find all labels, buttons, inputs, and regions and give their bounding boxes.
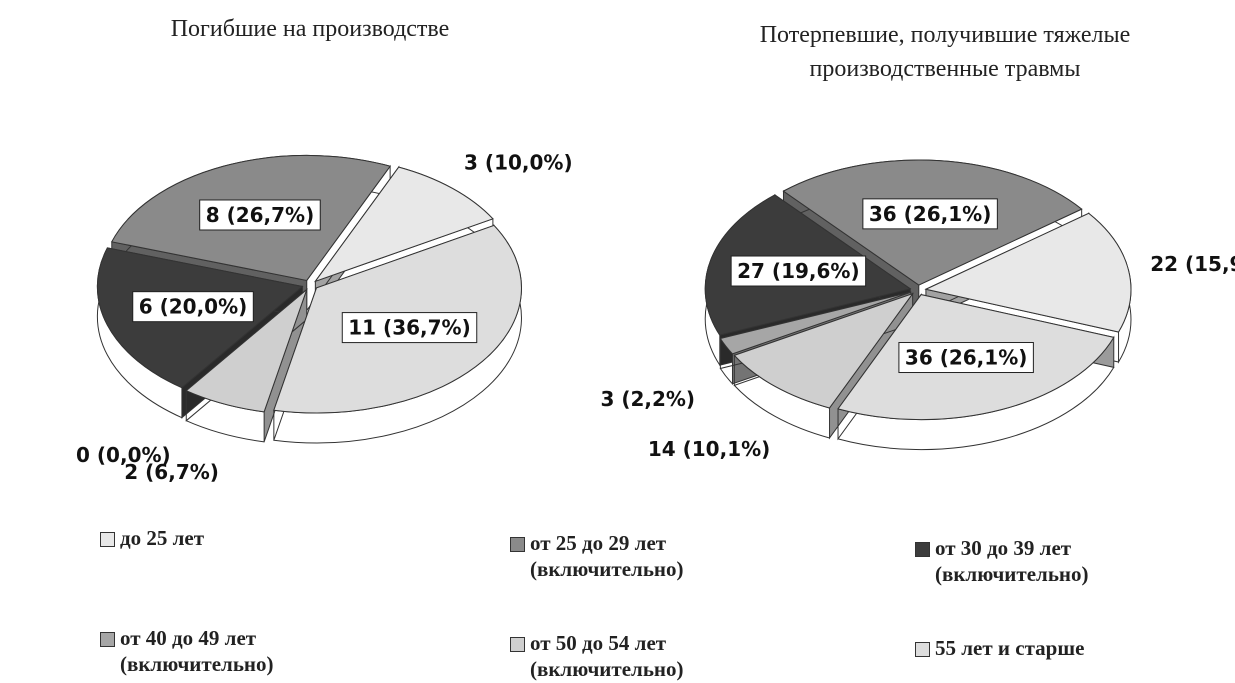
chart-title: Потерпевшие, получившие тяжелые производ… [759, 22, 1131, 82]
label-box [862, 198, 998, 230]
data-label: 14 (10,1%) [648, 437, 770, 461]
data-label: 36 (26,1%) [869, 202, 991, 226]
legend-item: от 50 до 54 лет (включительно) [510, 630, 780, 682]
data-label: 2 (6,7%) [124, 460, 219, 484]
legend-swatch [915, 542, 930, 557]
legend-label: от 25 до 29 лет (включительно) [530, 531, 684, 581]
slice [719, 291, 911, 355]
legend-label: от 30 до 39 лет (включительно) [935, 536, 1089, 586]
slice [185, 288, 308, 413]
legend-item: от 30 до 39 лет (включительно) [915, 535, 1185, 587]
label-box [132, 291, 254, 323]
slice [924, 212, 1132, 333]
legend-label: от 50 до 54 лет (включительно) [530, 631, 684, 681]
label-box [341, 312, 478, 344]
legend-label: 55 лет и старше [935, 636, 1085, 660]
data-label: 3 (10,0%) [464, 151, 573, 175]
slice [313, 166, 494, 283]
legend-swatch [100, 532, 115, 547]
data-label: 6 (20,0%) [139, 295, 248, 319]
pie-tops [96, 154, 522, 414]
legend-swatch [510, 537, 525, 552]
legend-swatch [915, 642, 930, 657]
label-box [199, 199, 321, 231]
legend-item: от 25 до 29 лет (включительно) [510, 530, 780, 582]
data-label: 3 (2,2%) [600, 387, 695, 411]
legend-swatch [100, 632, 115, 647]
legend-label: до 25 лет [120, 526, 205, 550]
legend-item: от 40 до 49 лет (включительно) [100, 625, 370, 677]
data-label: 8 (26,7%) [206, 203, 315, 227]
data-label: 0 (0,0%) [76, 443, 171, 467]
label-box [898, 342, 1034, 374]
legend-swatch [510, 637, 525, 652]
label-box [730, 255, 867, 287]
legend-item: до 25 лет [100, 525, 370, 551]
pie-labels: 3 (10,0%) 8 (26,7%) 6 (20,0%) 0 (0,0%)2 (6,… [76, 151, 573, 484]
slice [733, 292, 914, 409]
data-label: 22 (15,9%) [1150, 252, 1235, 276]
data-label: 11 (36,7%) [348, 316, 470, 340]
data-label: 27 (19,6%) [737, 259, 859, 283]
legend-item: 55 лет и старше [915, 635, 1185, 661]
chart-title: Погибшие на производстве [170, 16, 450, 42]
charts: 3 (10,0%) 8 (26,7%) 6 (20,0%) 0 (0,0%)2 (6,… [76, 151, 1235, 484]
data-label: 36 (26,1%) [905, 346, 1027, 370]
pie-labels: 22 (15,9%) 36 (26,1%) 27 (19,6%) 3 (2,2%) 14… [600, 198, 1235, 461]
legend-label: от 40 до 49 лет (включительно) [120, 626, 274, 676]
